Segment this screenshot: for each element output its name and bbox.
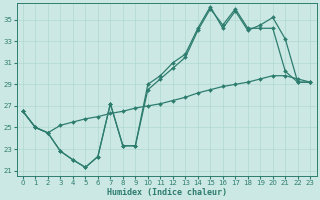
X-axis label: Humidex (Indice chaleur): Humidex (Indice chaleur) xyxy=(107,188,227,197)
